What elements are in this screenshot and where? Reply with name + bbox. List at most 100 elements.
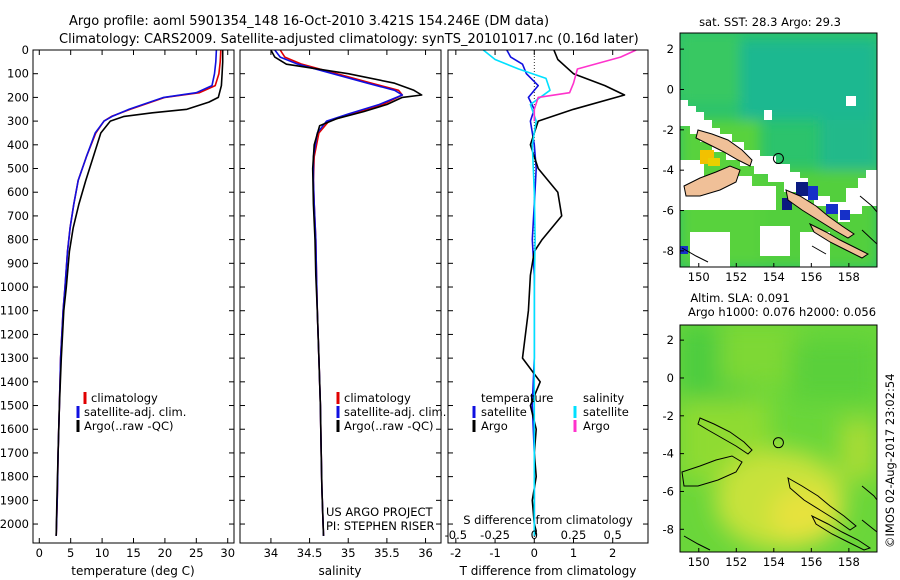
map-x-tick-label: 156 — [800, 555, 822, 569]
sst-cloud-mask — [680, 100, 877, 222]
sla-new-ireland-landmass — [697, 417, 753, 455]
map-x-tick-label: 154 — [763, 555, 785, 569]
y-tick-label: 1600 — [0, 422, 29, 436]
y-tick-label: 1400 — [0, 375, 29, 389]
sla-solomon-islands-landmass — [810, 514, 872, 551]
y-tick-label: 500 — [7, 162, 29, 176]
x-tick-label: 35.5 — [374, 546, 400, 560]
new-ireland-landmass — [695, 129, 753, 167]
map-y-tick-label: -4 — [663, 163, 674, 177]
difference-plot-frame — [447, 49, 649, 544]
x-tick-label: 34 — [264, 546, 279, 560]
sla-new-britain-landmass — [681, 455, 743, 487]
y-tick-label: 0 — [22, 43, 29, 57]
temperature-plot-frame — [32, 49, 235, 544]
temperature-legend: climatology satellite-adj. clim. Argo(..… — [76, 391, 186, 433]
s-diff-tick-label: 0 — [531, 528, 538, 542]
difference-legend: temperature salinity satellite Argo sate… — [472, 391, 629, 433]
y-tick-label: 900 — [7, 256, 29, 270]
solomon-islands-landmass — [808, 222, 869, 259]
y-tick-label: 1300 — [0, 351, 29, 365]
legend-label-s-satellite: satellite — [583, 405, 629, 419]
y-tick-label: 1000 — [0, 280, 29, 294]
x-tick-label: 15 — [126, 546, 141, 560]
imos-watermark: ©IMOS 02-Aug-2017 23:02:54 — [883, 373, 897, 548]
sla-map-panel: Altim. SLA: 0.091 Argo h1000: 0.076 h200… — [663, 291, 878, 569]
series-line-argo — [270, 50, 423, 536]
y-tick-label: 1100 — [0, 304, 29, 318]
s-diff-tick-label: -0.5 — [445, 528, 467, 542]
y-tick-label: 600 — [7, 185, 29, 199]
series-line-satellite — [274, 50, 404, 536]
map-y-tick-label: -2 — [663, 409, 674, 423]
map-x-tick-label: 152 — [725, 555, 747, 569]
legend-heading-temperature: temperature — [481, 391, 553, 405]
y-tick-label: 200 — [7, 90, 29, 104]
legend-label-t-argo: Argo — [481, 419, 508, 433]
x-tick-label: 25 — [189, 546, 204, 560]
map-x-tick-label: 150 — [688, 270, 710, 284]
sst-warm-patch — [708, 158, 720, 166]
y-tick-label: 1500 — [0, 399, 29, 413]
map-y-tick-label: 0 — [667, 82, 674, 96]
x-tick-label: -1 — [489, 546, 500, 560]
sla-coastline — [683, 485, 877, 551]
sst-cold-patch — [796, 182, 808, 196]
map-y-tick-label: -8 — [663, 522, 674, 536]
y-tick-label: 1800 — [0, 470, 29, 484]
s-diff-tick-label: -0.25 — [480, 528, 510, 542]
map-y-tick-label: 2 — [667, 42, 674, 56]
sla-map-title-line1: Altim. SLA: 0.091 — [690, 291, 789, 305]
map-y-tick-label: -6 — [663, 204, 674, 218]
legend-label-argo: Argo(..raw -QC) — [344, 419, 434, 433]
sst-cold-patch — [782, 198, 792, 210]
y-tick-label: 2000 — [0, 517, 29, 531]
series-line-salinity-satellite — [482, 50, 551, 536]
sst-cloud-patch — [764, 110, 772, 120]
y-tick-label: 700 — [7, 209, 29, 223]
sla-map-title-line2: Argo h1000: 0.076 h2000: 0.056 — [688, 305, 876, 319]
s-difference-label: S difference from climatology — [463, 513, 633, 527]
y-tick-label: 300 — [7, 114, 29, 128]
map-x-tick-label: 150 — [688, 555, 710, 569]
map-x-tick-label: 158 — [838, 270, 860, 284]
series-line-temperature-satellite — [506, 50, 540, 536]
x-tick-label: 35 — [341, 546, 356, 560]
sst-cloud-patch — [846, 96, 856, 106]
x-tick-label: 10 — [95, 546, 110, 560]
legend-label-t-satellite: satellite — [481, 405, 527, 419]
legend-label-argo: Argo(..raw -QC) — [84, 419, 174, 433]
difference-panel: -2 -1 0 1 2 S difference from climatology -0… — [445, 49, 649, 578]
series-line-satellite — [55, 50, 218, 536]
series-line-temperature-argo — [521, 50, 626, 537]
sst-map-frame — [679, 32, 878, 268]
y-tick-label: 800 — [7, 233, 29, 247]
salinity-legend: climatology satellite-adj. clim. Argo(..… — [336, 391, 446, 433]
x-tick-label: 30 — [220, 546, 235, 560]
x-tick-label: 0 — [36, 546, 43, 560]
sst-map-title: sat. SST: 28.3 Argo: 29.3 — [699, 15, 841, 29]
map-x-tick-label: 158 — [838, 555, 860, 569]
map-y-tick-label: -6 — [663, 484, 674, 498]
s-diff-tick-label: 0.25 — [561, 528, 587, 542]
pi-annotation: PI: STEPHEN RISER — [326, 519, 435, 533]
sst-cloud-patch — [690, 232, 730, 267]
new-britain-landmass — [683, 165, 741, 197]
sst-cloud-patch — [752, 186, 776, 210]
legend-heading-salinity: salinity — [583, 391, 624, 405]
sla-map-frame — [679, 324, 878, 553]
y-tick-label: 1200 — [0, 327, 29, 341]
map-x-tick-label: 154 — [763, 270, 785, 284]
legend-label-climatology: climatology — [91, 391, 158, 405]
sst-cold-patch — [680, 246, 688, 254]
x-tick-label: -2 — [450, 546, 461, 560]
y-tick-label: 1700 — [0, 446, 29, 460]
map-x-tick-label: 156 — [800, 270, 822, 284]
x-tick-label: 5 — [67, 546, 74, 560]
x-tick-label: 0 — [531, 546, 538, 560]
y-tick-label: 400 — [7, 138, 29, 152]
map-y-tick-label: -8 — [663, 244, 674, 258]
legend-label-satellite: satellite-adj. clim. — [84, 405, 186, 419]
y-tick-label: 100 — [7, 67, 29, 81]
